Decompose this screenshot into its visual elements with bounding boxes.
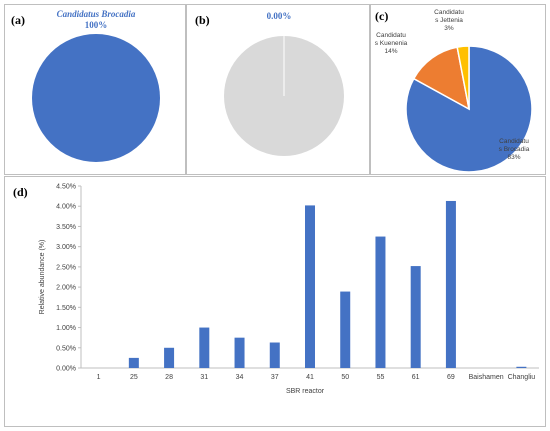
panel-a: (a) Candidatus Brocadia 100% (4, 4, 186, 175)
pie-c-label-2: Candidatu s Jettenia 3% (434, 9, 464, 32)
y-tick-label: 3.50% (56, 224, 76, 231)
panel-label-c: (c) (375, 9, 389, 23)
y-tick-label: 2.50% (56, 264, 76, 271)
x-tick-label: 55 (377, 374, 385, 381)
bar-Changliu (516, 366, 527, 368)
x-tick-label: Changliu (508, 374, 536, 381)
x-tick-label: 25 (130, 374, 138, 381)
bar-55 (375, 236, 386, 368)
pie-a-title: Candidatus Brocadia (56, 9, 136, 19)
x-tick-label: 28 (165, 374, 173, 381)
pie-a-slice-brocadia (32, 34, 160, 162)
panel-c: (c) Candidatu s Brocadia 83% Candidatu s Kue… (370, 4, 546, 175)
pie-c-slice-2 (456, 45, 470, 110)
x-tick-label: 31 (200, 374, 208, 381)
pie-c: Candidatu s Brocadia 83% Candidatu s Kueneni… (375, 9, 533, 173)
y-tick-label: 0.00% (56, 366, 76, 373)
pie-a-subtitle: 100% (84, 20, 108, 30)
bar-34 (234, 337, 245, 368)
panel-b: (b) 0.00% (186, 4, 370, 175)
panel-label-d: (d) (13, 185, 28, 199)
bar-41 (305, 205, 315, 368)
bar-chart-d: 0.00% 0.50% 1.00% 1.50% 2.00% 2.50% 3.00% 3.50%… (39, 184, 539, 395)
x-tick-label: 61 (412, 374, 420, 381)
bar-37 (269, 342, 280, 368)
bar-69 (445, 200, 456, 368)
x-tick-label: Baishamen (469, 374, 504, 381)
y-tick-label: 4.00% (56, 204, 76, 211)
pie-c-slice-1 (412, 46, 471, 111)
y-tick-label: 4.50% (56, 184, 76, 191)
panel-label-a: (a) (11, 13, 25, 27)
pie-b (224, 36, 344, 156)
x-tick-label: 37 (271, 374, 279, 381)
panel-label-b: (b) (195, 13, 210, 27)
x-tick-label: 34 (236, 374, 244, 381)
bar-50 (340, 291, 351, 368)
x-axis-title: SBR reactor (286, 388, 325, 395)
y-tick-label: 2.00% (56, 285, 76, 292)
x-tick-label: 1 (97, 374, 101, 381)
y-tick-label: 1.50% (56, 305, 76, 312)
x-tick-label: 50 (341, 374, 349, 381)
y-tick-label: 0.50% (56, 345, 76, 352)
pie-c-label-1: Candidatu s Kuenenia 14% (375, 32, 408, 55)
x-tick-label: 69 (447, 374, 455, 381)
panel-d: (d) 0.00% 0.50% 1.00% 1.50% 2.00% 2.50% 3.00% 3… (4, 176, 546, 427)
pie-b-title: 0.00% (266, 11, 292, 21)
y-tick-label: 3.00% (56, 244, 76, 251)
y-axis-title: Relative abundance (%) (39, 240, 46, 315)
pie-c-label-0: Candidatu s Brocadia 83% (499, 138, 530, 161)
bar-31 (199, 327, 210, 368)
x-tick-label: 41 (306, 374, 314, 381)
bar-61 (410, 266, 421, 368)
pie-a (32, 34, 160, 162)
bar-28 (164, 347, 175, 368)
y-tick-label: 1.00% (56, 325, 76, 332)
bar-25 (128, 357, 139, 368)
